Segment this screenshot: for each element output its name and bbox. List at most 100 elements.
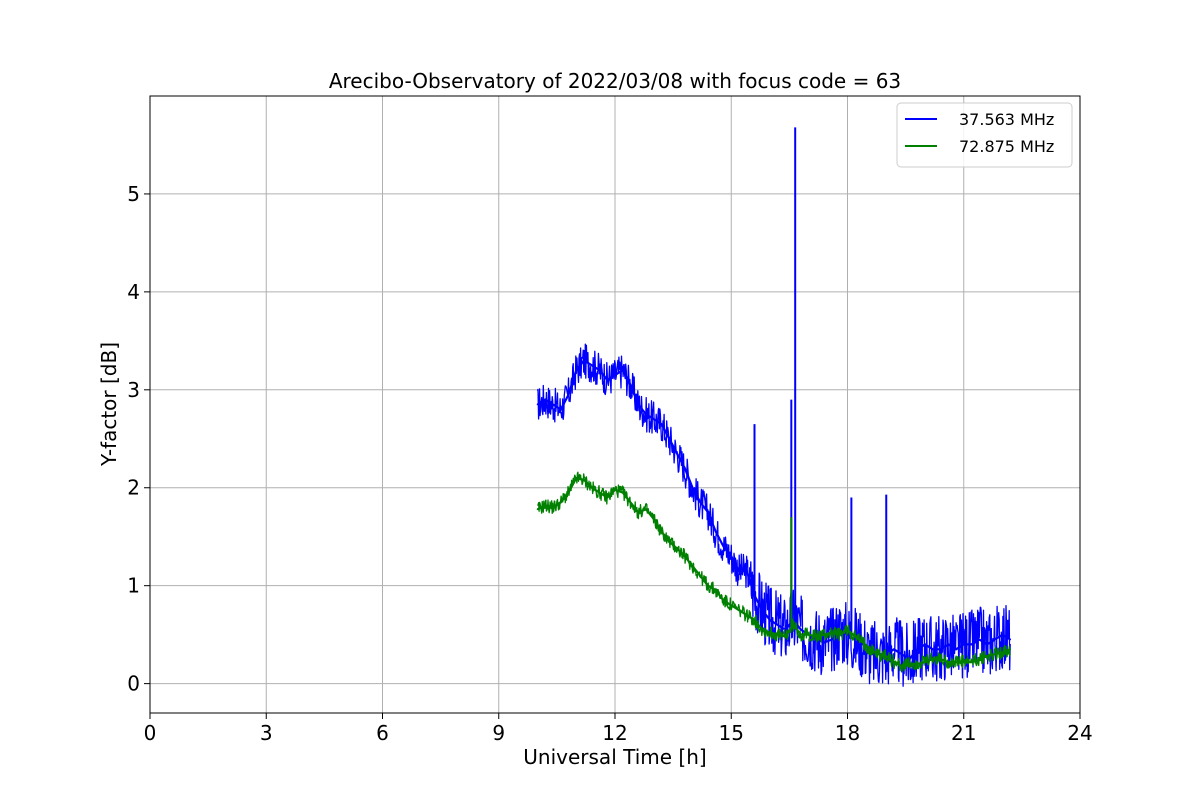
- legend-box: [896, 102, 1073, 168]
- x-tick-label: 0: [144, 721, 157, 745]
- data-point: [730, 555, 733, 558]
- data-point: [807, 633, 810, 636]
- data-point: [590, 364, 593, 367]
- data-point: [854, 635, 857, 638]
- data-point: [955, 648, 957, 651]
- data-point: [753, 619, 756, 621]
- data-point: [575, 477, 578, 479]
- x-tick-label: 9: [492, 721, 505, 745]
- data-point: [1001, 633, 1004, 636]
- data-point: [606, 496, 609, 499]
- x-axis-label: Universal Time [h]: [523, 745, 706, 769]
- data-point: [776, 633, 779, 636]
- data-point: [877, 653, 880, 656]
- data-point: [900, 665, 903, 667]
- data-point: [769, 631, 771, 634]
- data-point: [683, 555, 686, 558]
- data-point: [1009, 648, 1012, 651]
- data-point: [761, 628, 764, 631]
- data-point: [652, 518, 655, 520]
- data-point: [590, 486, 593, 489]
- data-point: [1001, 651, 1004, 654]
- data-point: [645, 413, 647, 416]
- x-tick-label: 6: [376, 721, 389, 745]
- data-point: [831, 631, 833, 634]
- data-point: [939, 658, 942, 660]
- data-point: [730, 604, 733, 607]
- data-point: [862, 641, 864, 644]
- data-point: [800, 633, 802, 636]
- data-point: [676, 547, 678, 550]
- data-point: [924, 661, 926, 663]
- series-layer: [536, 127, 1012, 687]
- data-point: [885, 655, 888, 657]
- data-point: [745, 614, 748, 616]
- data-point: [738, 609, 740, 611]
- data-point: [668, 540, 671, 543]
- data-point: [846, 628, 849, 631]
- data-point: [621, 491, 624, 494]
- data-point: [583, 359, 585, 362]
- data-point: [629, 501, 632, 504]
- x-tick-label: 24: [1067, 721, 1092, 745]
- y-tick-label: 4: [127, 280, 140, 304]
- data-point: [707, 584, 709, 587]
- data-point: [893, 661, 895, 663]
- x-tick-label: 21: [951, 721, 976, 745]
- data-point: [978, 638, 981, 641]
- data-point: [838, 633, 841, 636]
- data-point: [552, 403, 554, 406]
- data-point: [815, 635, 818, 638]
- data-point: [970, 661, 973, 663]
- series-0: [536, 127, 1012, 687]
- data-point: [691, 486, 694, 489]
- x-tick-label: 15: [719, 721, 744, 745]
- data-point: [714, 531, 717, 533]
- data-point: [947, 643, 950, 646]
- data-point: [536, 403, 539, 406]
- legend-label: 37.563 MHz: [959, 110, 1054, 129]
- data-point: [683, 467, 686, 469]
- data-point: [637, 403, 640, 406]
- series-trend: [536, 358, 1011, 661]
- data-point: [652, 418, 655, 420]
- y-tick-label: 3: [127, 378, 140, 402]
- data-point: [823, 641, 826, 644]
- data-point: [536, 508, 539, 511]
- data-point: [916, 663, 919, 665]
- data-point: [986, 655, 988, 657]
- data-point: [916, 648, 919, 651]
- legend-label: 72.875 MHz: [959, 137, 1054, 156]
- data-point: [784, 628, 787, 631]
- data-point: [761, 609, 764, 611]
- y-tick-label: 2: [127, 476, 140, 500]
- data-point: [924, 643, 926, 646]
- data-point: [707, 511, 709, 514]
- data-point: [621, 369, 624, 372]
- data-point: [962, 661, 965, 663]
- data-point: [776, 624, 779, 626]
- data-point: [800, 628, 802, 631]
- data-point: [583, 479, 585, 481]
- data-point: [614, 374, 616, 376]
- data-point: [769, 619, 771, 621]
- data-point: [559, 501, 562, 504]
- data-point: [544, 504, 547, 507]
- data-point: [831, 638, 833, 641]
- x-tick-label: 18: [835, 721, 860, 745]
- data-point: [598, 369, 601, 372]
- data-point: [559, 408, 562, 411]
- legend: 37.563 MHz 72.875 MHz: [896, 102, 1073, 168]
- data-point: [1009, 638, 1012, 641]
- data-point: [575, 369, 578, 372]
- data-point: [699, 575, 702, 577]
- y-tick-label: 0: [127, 672, 140, 696]
- data-point: [637, 511, 640, 514]
- series-trend: [537, 476, 1011, 668]
- data-point: [993, 638, 996, 641]
- data-point: [691, 565, 694, 567]
- data-point: [947, 661, 950, 663]
- data-point: [660, 423, 663, 425]
